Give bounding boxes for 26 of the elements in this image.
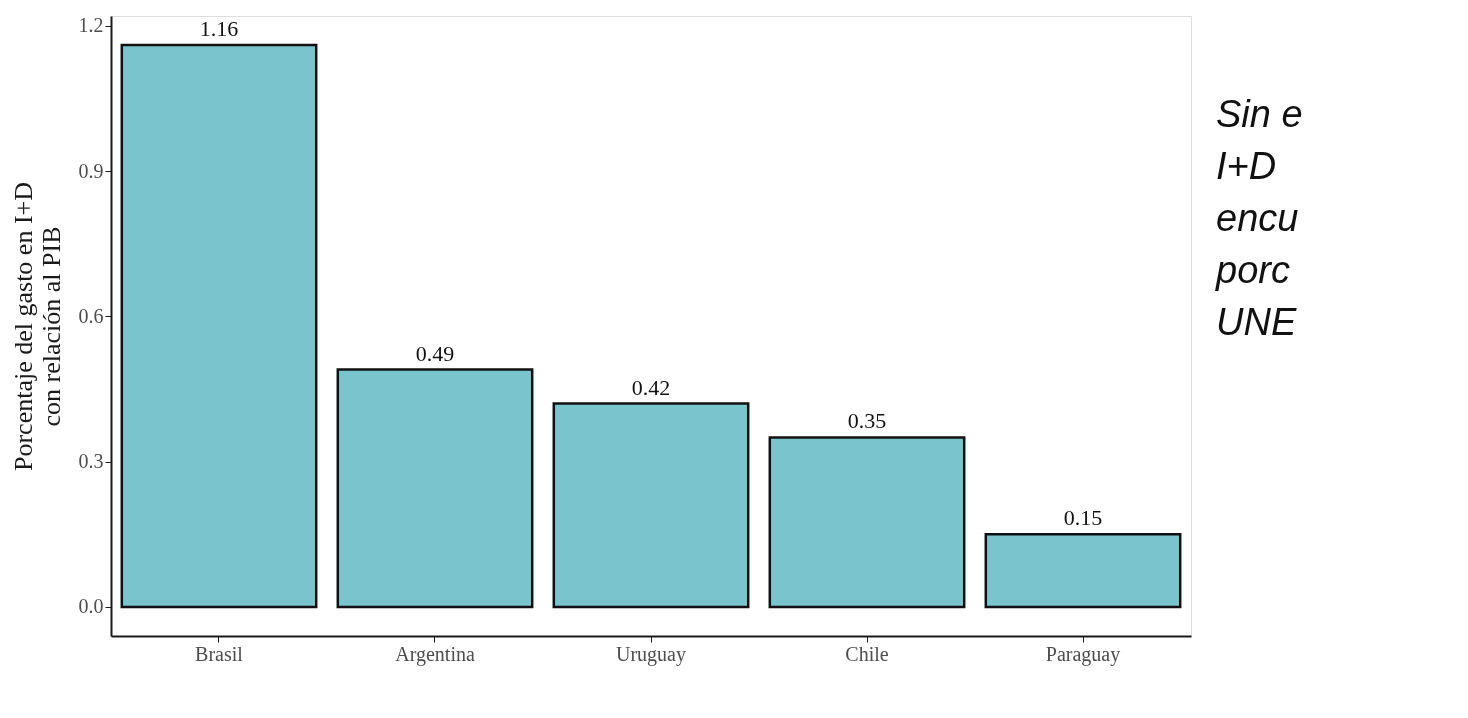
- data-label: 0.49: [415, 340, 455, 366]
- text: porc: [1215, 249, 1290, 291]
- bar: [984, 533, 1182, 609]
- bar: [768, 436, 966, 609]
- x-tick-label: Chile: [845, 642, 889, 665]
- text: UNE: [1216, 301, 1297, 343]
- text: encu: [1216, 197, 1299, 239]
- data-label: 0.15: [1063, 505, 1103, 531]
- y-tick-label: 0.0: [78, 595, 104, 618]
- y-tick-label: 1.2: [78, 14, 104, 37]
- bar: [336, 368, 534, 609]
- x-tick-label: Uruguay: [616, 642, 686, 666]
- x-tick-label: Argentina: [395, 642, 475, 666]
- text: Sin e: [1216, 93, 1303, 135]
- y-tick-label: 0.9: [78, 159, 104, 182]
- data-label: 0.42: [631, 374, 671, 400]
- y-tick-label: 0.6: [78, 304, 104, 327]
- y-axis-title: Porcentaje del gasto en I+D con relación al PIB: [8, 181, 66, 472]
- bar: [552, 402, 750, 609]
- text: I+D: [1216, 145, 1277, 187]
- x-tick-label: Paraguay: [1045, 642, 1121, 666]
- data-label: 1.16: [199, 16, 239, 42]
- y-tick-label: 0.3: [78, 450, 104, 473]
- bar: [120, 43, 318, 609]
- x-tick-label: Brasil: [195, 642, 244, 665]
- data-label: 0.35: [847, 408, 887, 434]
